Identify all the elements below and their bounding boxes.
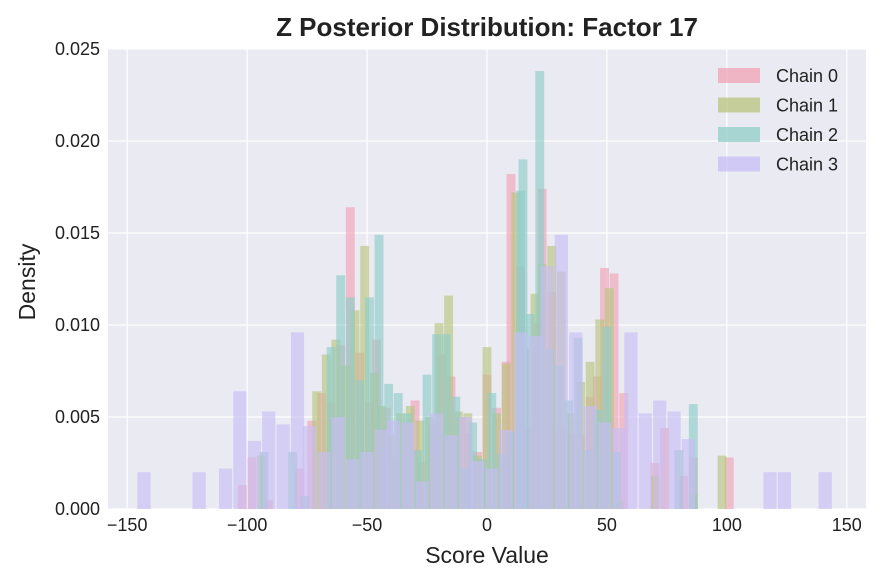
- histogram-bar: [818, 472, 832, 509]
- histogram-bar: [346, 459, 360, 509]
- histogram-bar: [302, 426, 317, 509]
- legend-label: Chain 3: [776, 155, 838, 175]
- histogram-bar: [331, 417, 345, 509]
- histogram-bar: [360, 245, 370, 509]
- histogram-bar: [482, 347, 492, 509]
- histogram-bar: [369, 372, 379, 509]
- histogram-bar: [276, 424, 290, 509]
- histogram-bar: [763, 472, 777, 509]
- histogram-bar: [667, 411, 681, 509]
- y-axis-label: Density: [14, 243, 40, 320]
- histogram-bar: [492, 413, 502, 509]
- histogram-bar: [192, 472, 206, 509]
- histogram-bar: [638, 413, 652, 509]
- histogram-bar: [321, 354, 331, 509]
- histogram-bar: [218, 468, 233, 509]
- histogram-bar: [312, 391, 322, 509]
- histogram-bar: [290, 332, 305, 509]
- histogram-bar: [717, 455, 727, 509]
- x-tick-label: 50: [597, 515, 617, 535]
- y-tick-label: 0.015: [55, 223, 100, 243]
- histogram-bar: [528, 336, 542, 509]
- y-tick-label: 0.020: [55, 131, 100, 151]
- histogram-bar: [317, 393, 326, 509]
- histogram-bar: [374, 429, 389, 509]
- histogram-bar: [592, 409, 602, 509]
- x-tick-label: 0: [482, 515, 492, 535]
- histogram-bar: [341, 365, 350, 509]
- histogram-bar: [569, 332, 583, 509]
- histogram-bar: [540, 266, 554, 509]
- histogram-bar: [317, 451, 331, 509]
- histogram-bar: [499, 429, 513, 509]
- x-tick-label: 150: [832, 515, 862, 535]
- legend-label: Chain 2: [776, 125, 838, 145]
- histogram-bar: [583, 405, 597, 509]
- histogram-bar: [554, 234, 568, 509]
- series-3-bars: [137, 234, 832, 509]
- histogram-bar: [724, 457, 734, 509]
- histogram-bar: [365, 297, 374, 509]
- histogram-bar: [355, 380, 365, 509]
- legend-swatch: [718, 156, 760, 172]
- histogram-bars: [137, 71, 832, 510]
- x-axis-label: Score Value: [425, 542, 549, 568]
- legend-swatch: [718, 68, 760, 83]
- x-axis-ticks: −150 −100 −50 0 50 100 150: [107, 515, 862, 535]
- x-tick-label: −150: [107, 515, 148, 535]
- histogram-bar: [137, 472, 151, 509]
- legend-swatch: [718, 97, 760, 113]
- histogram-bar: [612, 428, 626, 509]
- histogram-bar: [506, 174, 516, 509]
- histogram-bar: [345, 297, 355, 509]
- y-axis-ticks: 0.000 0.005 0.010 0.015 0.020 0.025: [55, 39, 100, 519]
- legend-label: Chain 0: [776, 66, 838, 86]
- histogram-bar: [386, 420, 401, 509]
- legend-swatch: [718, 127, 760, 142]
- histogram-bar: [602, 326, 612, 509]
- x-tick-label: −100: [227, 515, 268, 535]
- histogram-bar: [401, 422, 415, 509]
- histogram-bar: [444, 435, 458, 509]
- histogram-bar: [513, 332, 528, 509]
- histogram-bar: [653, 400, 667, 509]
- y-tick-label: 0.000: [55, 499, 100, 519]
- x-tick-label: 100: [712, 515, 742, 535]
- histogram-bar: [430, 413, 444, 509]
- histogram-bar: [458, 417, 473, 509]
- histogram-bar: [422, 374, 432, 509]
- histogram-bar: [535, 71, 545, 509]
- histogram-bar: [597, 422, 612, 509]
- histogram-bar: [247, 440, 261, 509]
- legend-label: Chain 1: [776, 96, 838, 116]
- histogram-bar: [360, 451, 374, 509]
- histogram-bar: [326, 347, 336, 509]
- histogram-bar: [487, 393, 497, 509]
- histogram-bar: [350, 310, 360, 509]
- histogram-bar: [681, 439, 696, 509]
- histogram-bar: [609, 273, 619, 509]
- histogram-bar: [485, 468, 499, 509]
- histogram-bar: [441, 334, 451, 509]
- chart-title: Z Posterior Distribution: Factor 17: [276, 12, 698, 42]
- y-tick-label: 0.005: [55, 407, 100, 427]
- histogram-bar: [374, 234, 384, 509]
- x-tick-label: −50: [352, 515, 383, 535]
- histogram-bar: [233, 391, 247, 509]
- histogram-bar: [564, 400, 573, 509]
- histogram-bar: [412, 450, 422, 509]
- histogram-bar: [624, 332, 638, 509]
- y-tick-label: 0.010: [55, 315, 100, 335]
- y-tick-label: 0.025: [55, 39, 100, 59]
- legend: Chain 0 Chain 1 Chain 2 Chain 3: [718, 66, 838, 175]
- histogram-bar: [415, 481, 429, 509]
- histogram-bar: [470, 461, 485, 509]
- histogram-bar: [777, 472, 792, 509]
- histogram-bar: [262, 411, 276, 509]
- histogram-bar: [336, 275, 346, 509]
